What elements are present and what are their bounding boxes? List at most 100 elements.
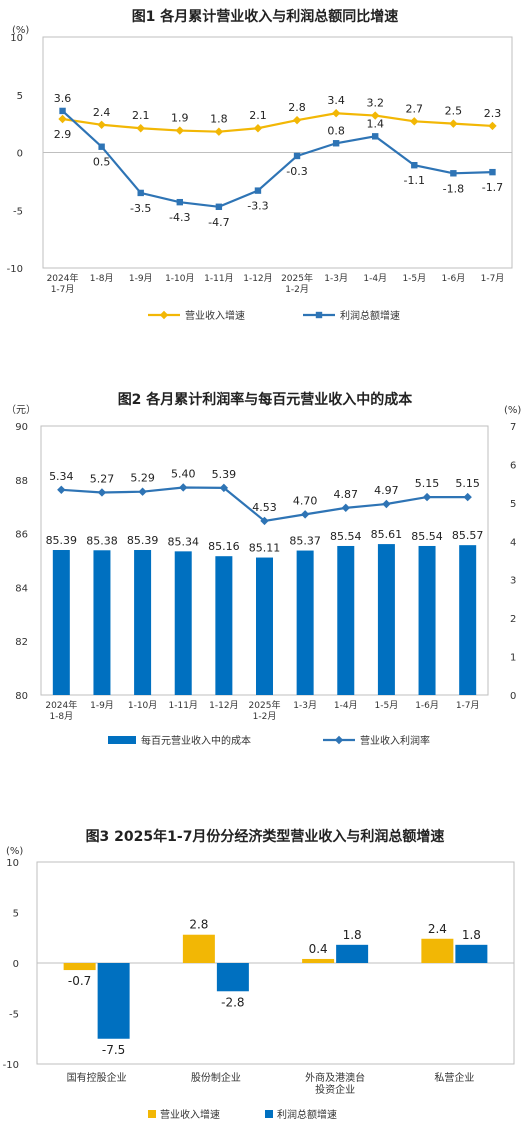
cost-bar-label: 85.38 — [86, 534, 118, 547]
profit-rate-point — [463, 492, 472, 502]
revenue-growth-line — [62, 112, 493, 133]
x-tick-label: 2025年 1-2月 — [281, 272, 313, 295]
x-tick-label: 1-5月 — [402, 273, 426, 284]
legend-profit-label: 利润总额增速 — [277, 1108, 337, 1121]
profit-rate-label: 5.15 — [415, 477, 440, 490]
cost-bar — [52, 550, 70, 695]
revenue-growth-point — [253, 124, 263, 133]
y-tick-label: 10 — [10, 33, 23, 44]
x-tick-label: 1-7月 — [456, 700, 480, 711]
x-tick-label: 1-6月 — [415, 700, 439, 711]
revenue-growth-label: 0.4 — [309, 942, 328, 956]
right-tick-label: 1 — [510, 653, 516, 664]
chart-2-plot: （元） (%) 80 82 84 86 88 90 0 1 2 3 4 5 6 7 2024年 1-8月 1-9月 1… — [6, 404, 521, 747]
revenue-growth-point — [136, 124, 145, 133]
profit-growth-data-label: -1.1 — [404, 174, 425, 187]
cost-bar-label: 85.57 — [452, 529, 484, 542]
y-tick-label: 5 — [17, 91, 23, 102]
profit-growth-data-label: -3.5 — [130, 202, 151, 215]
profit-growth-bar — [97, 963, 130, 1039]
left-tick-label: 86 — [15, 530, 28, 541]
profit-growth-label: -7.5 — [102, 1043, 125, 1057]
y-tick-label: -5 — [13, 206, 23, 217]
revenue-growth-data-label: 2.9 — [54, 128, 72, 141]
x-tick-label: 1-10月 — [165, 273, 194, 284]
revenue-growth-point — [175, 126, 184, 135]
revenue-growth-point — [331, 109, 341, 118]
revenue-growth-data-label: 2.7 — [406, 102, 424, 115]
legend-revenue-label: 营业收入增速 — [185, 309, 245, 322]
revenue-growth-data-label: 2.8 — [288, 101, 306, 114]
profit-growth-point — [254, 187, 262, 194]
y-tick-label: 0 — [13, 959, 19, 970]
profit-rate-label: 5.27 — [90, 472, 115, 485]
legend-revenue-marker — [159, 310, 169, 320]
revenue-growth-data-label: 1.9 — [171, 112, 189, 125]
y-tick-label: 10 — [6, 858, 19, 869]
y-tick-label: -10 — [7, 264, 23, 275]
profit-growth-point — [98, 143, 105, 150]
profit-growth-data-label: -1.7 — [482, 181, 503, 194]
profit-growth-point — [215, 203, 223, 210]
revenue-growth-label: 2.8 — [189, 918, 208, 932]
x-tick-label: 1-6月 — [442, 273, 466, 284]
x-tick-label: 1-3月 — [324, 273, 348, 284]
legend-profit-swatch — [265, 1110, 273, 1118]
left-axis-unit: （元） — [6, 404, 36, 416]
revenue-growth-data-label: 2.4 — [93, 106, 111, 119]
chart-3-plot: (%) -10 -5 0 5 10 国有控股企业 股份制企业 外商及港澳台投资企业 私营企业 -0.… — [3, 846, 515, 1121]
profit-rate-point — [382, 499, 391, 509]
profit-rate-point — [179, 483, 188, 492]
right-tick-label: 3 — [510, 576, 516, 587]
y-tick-label: -10 — [3, 1060, 19, 1071]
cost-bar-label: 85.16 — [208, 540, 240, 553]
profit-rate-point — [300, 510, 310, 519]
revenue-growth-point — [97, 120, 106, 129]
right-axis-unit: (%) — [504, 405, 521, 416]
profit-growth-point — [293, 152, 301, 160]
revenue-growth-data-label: 1.8 — [210, 113, 228, 126]
profit-growth-data-label: -0.3 — [286, 165, 307, 178]
x-tick-label: 1-3月 — [293, 700, 317, 711]
profit-rate-label: 4.53 — [252, 501, 277, 514]
revenue-growth-bar — [182, 934, 215, 963]
revenue-growth-bar — [421, 938, 454, 963]
cost-bar — [418, 545, 436, 695]
x-tick-label: 1-7月 — [481, 273, 505, 284]
x-tick-label: 私营企业 — [434, 1071, 474, 1084]
profit-growth-point — [489, 168, 496, 176]
profit-growth-data-label: -3.3 — [247, 200, 268, 213]
x-tick-label: 股份制企业 — [191, 1071, 241, 1084]
profit-growth-data-label: 1.4 — [366, 117, 384, 130]
profit-growth-label: 1.8 — [343, 928, 362, 942]
cost-bar-label: 85.54 — [330, 530, 362, 543]
legend-cost-label: 每百元营业收入中的成本 — [141, 734, 251, 747]
x-tick-label: 2024年 1-8月 — [45, 699, 77, 722]
y-tick-label: -5 — [9, 1010, 19, 1021]
legend-revenue-swatch — [148, 1110, 156, 1118]
x-tick-label: 1-4月 — [363, 273, 387, 284]
revenue-growth-point — [214, 127, 224, 136]
profit-rate-label: 5.34 — [49, 470, 74, 483]
profit-growth-bar — [455, 944, 488, 963]
cost-bar — [337, 545, 355, 695]
profit-rate-point — [260, 516, 269, 526]
profit-rate-point — [97, 488, 107, 497]
chart-2: 图2 各月累计利润率与每百元营业收入中的成本 （元） (%) 80 82 84 86 88 9… — [0, 385, 530, 755]
x-tick-label: 外商及港澳台投资企业 — [305, 1071, 365, 1096]
x-tick-label: 1-4月 — [334, 700, 358, 711]
profit-rate-label: 4.70 — [293, 494, 318, 507]
chart-1-title: 图1 各月累计营业收入与利润总额同比增速 — [131, 9, 399, 25]
cost-bar — [134, 550, 152, 695]
revenue-growth-data-label: 2.5 — [445, 105, 463, 118]
chart-1-plot: (%) -10 -5 0 5 10 2024年 1-7月 1-8月 1-9月 1-10月 1-11月 1… — [7, 25, 513, 322]
profit-growth-point — [372, 133, 379, 140]
y-unit-label: (%) — [6, 846, 23, 857]
right-tick-label: 7 — [510, 422, 516, 433]
revenue-growth-point — [292, 115, 302, 125]
legend-rate-label: 营业收入利润率 — [360, 734, 430, 747]
cost-bar — [93, 550, 111, 695]
y-tick-label: 0 — [17, 149, 23, 160]
cost-bar — [256, 557, 273, 695]
chart-3: 图3 2025年1-7月份分经济类型营业收入与利润总额增速 (%) -10 -5 0 5… — [0, 820, 530, 1127]
